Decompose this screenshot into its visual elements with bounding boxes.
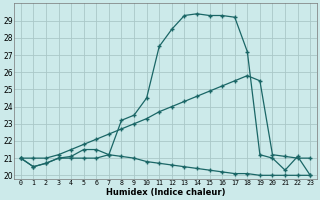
X-axis label: Humidex (Indice chaleur): Humidex (Indice chaleur) <box>106 188 225 197</box>
